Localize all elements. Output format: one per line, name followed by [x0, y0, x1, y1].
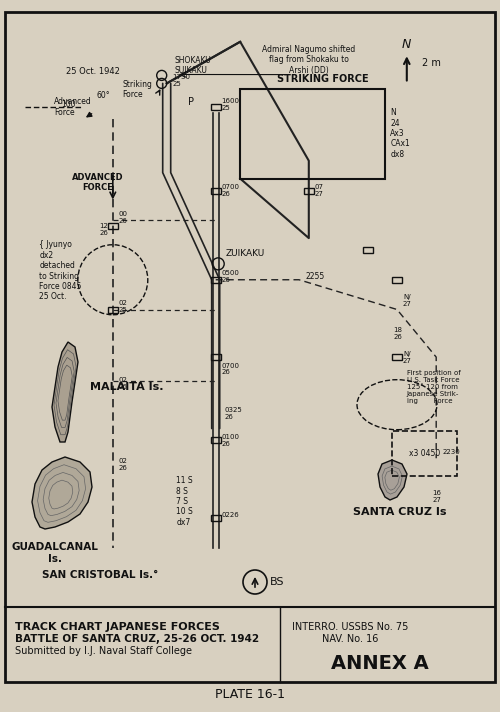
- Text: 0700
26: 0700 26: [222, 362, 240, 375]
- Text: P: P: [188, 98, 194, 108]
- Bar: [362, 247, 372, 253]
- Bar: [392, 431, 457, 476]
- Text: 0226: 0226: [222, 512, 240, 518]
- Text: Advanced
Force: Advanced Force: [54, 98, 92, 117]
- Text: N
24
Ax3
CAx1
dx8: N 24 Ax3 CAx1 dx8: [390, 108, 410, 159]
- Text: GUADALCANAL
Is.: GUADALCANAL Is.: [12, 542, 99, 564]
- Bar: [392, 277, 402, 283]
- Text: Striking
Force: Striking Force: [122, 80, 152, 99]
- Text: STRIKING FORCE: STRIKING FORCE: [277, 73, 368, 83]
- Bar: [210, 104, 220, 110]
- Text: 07
27: 07 27: [315, 184, 324, 197]
- Text: Submitted by I.J. Naval Staff College: Submitted by I.J. Naval Staff College: [15, 646, 192, 656]
- Text: SAN CRISTOBAL Is.°: SAN CRISTOBAL Is.°: [42, 570, 158, 580]
- Text: ANNEX A: ANNEX A: [331, 654, 429, 673]
- Text: 18
26: 18 26: [393, 327, 402, 340]
- Bar: [304, 187, 314, 194]
- Text: NAV. No. 16: NAV. No. 16: [322, 634, 378, 644]
- Text: SHOKAKU
SUIKAKU: SHOKAKU SUIKAKU: [174, 56, 212, 75]
- Text: 60°: 60°: [96, 91, 110, 100]
- Text: 25 Oct. 1942: 25 Oct. 1942: [66, 67, 120, 76]
- Text: SANTA CRUZ Is: SANTA CRUZ Is: [353, 507, 447, 517]
- Text: PLATE 16-1: PLATE 16-1: [215, 688, 285, 701]
- Text: 100: 100: [62, 100, 76, 109]
- Text: 0100
26: 0100 26: [222, 434, 240, 447]
- Text: BS: BS: [270, 577, 284, 587]
- Text: 02
26: 02 26: [119, 377, 128, 390]
- Text: First position of
U.S. Task Force
125° 120 from
Japanese Strik-
ing       Force: First position of U.S. Task Force 125° 1…: [407, 370, 461, 404]
- Text: N: N: [402, 38, 411, 51]
- Text: 2255: 2255: [305, 272, 324, 281]
- Bar: [240, 88, 385, 179]
- Text: 0700
26: 0700 26: [222, 184, 240, 197]
- Text: 0325
26: 0325 26: [224, 407, 242, 420]
- Text: x3 0450: x3 0450: [409, 449, 440, 458]
- Text: N/
27: N/ 27: [403, 350, 412, 364]
- Text: 02
25: 02 25: [119, 300, 128, 313]
- Bar: [108, 223, 118, 229]
- Text: 0500
26: 0500 26: [222, 271, 240, 283]
- Bar: [210, 354, 220, 360]
- Text: ADVANCED
FORCE: ADVANCED FORCE: [72, 172, 124, 192]
- Text: 16
27: 16 27: [432, 491, 442, 503]
- Text: ZUIKAKU: ZUIKAKU: [225, 249, 264, 258]
- Bar: [210, 437, 220, 444]
- Text: 11 S
8 S
7 S
10 S
dx7: 11 S 8 S 7 S 10 S dx7: [176, 476, 193, 527]
- Text: BATTLE OF SANTA CRUZ, 25-26 OCT. 1942: BATTLE OF SANTA CRUZ, 25-26 OCT. 1942: [15, 634, 259, 644]
- Bar: [210, 515, 220, 520]
- Polygon shape: [378, 460, 407, 500]
- Text: 2 m: 2 m: [422, 58, 440, 68]
- Polygon shape: [32, 457, 92, 529]
- Text: 1730
25: 1730 25: [172, 74, 190, 87]
- Text: { Jyunyo
dx2
detached
to Striking
Force 0845
25 Oct.: { Jyunyo dx2 detached to Striking Force …: [40, 241, 82, 301]
- Text: 1600
25: 1600 25: [222, 98, 240, 111]
- Text: 12
26: 12 26: [99, 223, 108, 236]
- Text: TRACK CHART JAPANESE FORCES: TRACK CHART JAPANESE FORCES: [15, 622, 220, 632]
- Polygon shape: [52, 342, 78, 442]
- Text: INTERRO. USSBS No. 75: INTERRO. USSBS No. 75: [292, 622, 408, 632]
- Bar: [210, 277, 220, 283]
- Text: 2230: 2230: [442, 449, 460, 455]
- Text: MALAITA Is.: MALAITA Is.: [90, 382, 164, 392]
- Text: Admiral Nagumo shifted
flag from Shokaku to
Arshi (DD): Admiral Nagumo shifted flag from Shokaku…: [262, 45, 356, 75]
- Text: N/
27: N/ 27: [403, 294, 412, 307]
- Bar: [210, 187, 220, 194]
- Text: 00
26: 00 26: [119, 211, 128, 224]
- Bar: [108, 306, 118, 313]
- Text: 02
26: 02 26: [119, 458, 128, 471]
- Bar: [392, 354, 402, 360]
